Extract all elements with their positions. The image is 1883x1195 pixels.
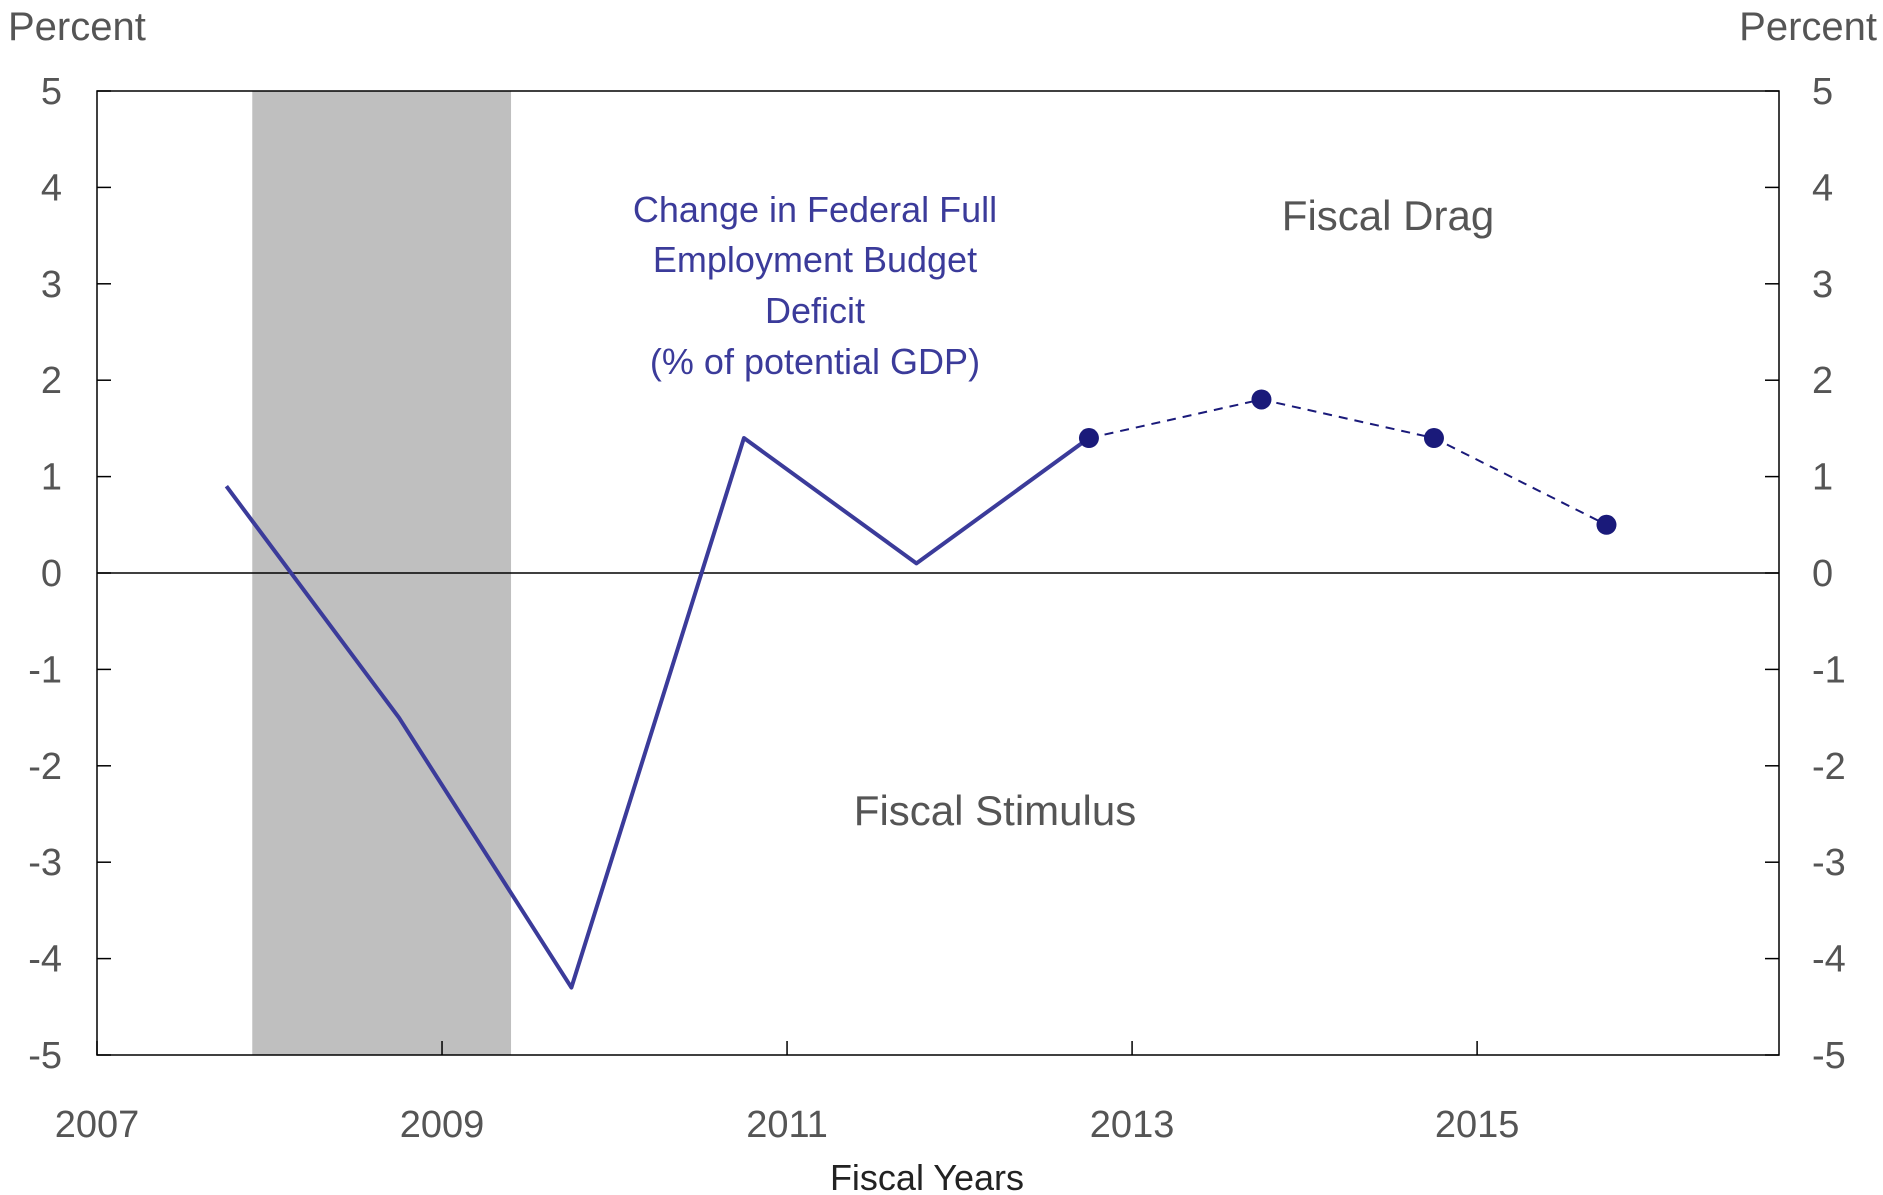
x-tick-label: 2009 <box>400 1104 485 1146</box>
y-tick-label-left: 3 <box>41 264 62 306</box>
y-tick-label-right: -3 <box>1812 842 1846 884</box>
projection-point <box>1423 428 1444 449</box>
left-axis-unit: Percent <box>8 5 146 49</box>
projection-series-line <box>1088 398 1607 526</box>
y-tick-label-right: 4 <box>1812 167 1833 209</box>
y-tick-label-right: -2 <box>1812 746 1846 788</box>
actual-series-line <box>224 436 1091 990</box>
series-label-line-3: Deficit <box>765 290 865 331</box>
x-axis-label: Fiscal Years <box>830 1157 1024 1195</box>
y-tick-label-left: -5 <box>28 1035 62 1077</box>
y-tick-label-left: 1 <box>41 457 62 499</box>
x-tick-label: 2015 <box>1435 1104 1520 1146</box>
projection-point <box>1596 514 1617 535</box>
fiscal-stimulus-label: Fiscal Stimulus <box>854 787 1136 834</box>
projection-point <box>1251 389 1272 410</box>
y-tick-label-left: 5 <box>41 71 62 113</box>
x-tick-label: 2011 <box>746 1104 828 1146</box>
fiscal-drag-label: Fiscal Drag <box>1282 192 1494 239</box>
y-tick-label-right: 2 <box>1812 360 1833 402</box>
y-tick-label-left: 0 <box>41 553 62 595</box>
y-tick-label-left: 4 <box>41 167 62 209</box>
y-tick-label-right: -5 <box>1812 1035 1846 1077</box>
series-label-line-1: Change in Federal Full <box>633 189 997 230</box>
y-tick-label-left: -1 <box>28 649 62 691</box>
y-tick-label-right: 0 <box>1812 553 1833 595</box>
y-tick-label-left: -3 <box>28 842 62 884</box>
y-tick-label-left: -2 <box>28 746 62 788</box>
y-tick-label-right: -1 <box>1812 649 1846 691</box>
y-tick-label-right: 5 <box>1812 71 1833 113</box>
y-tick-label-right: -4 <box>1812 939 1846 981</box>
series-label: Change in Federal Full Employment Budget… <box>633 189 997 382</box>
right-axis-unit: Percent <box>1739 5 1877 49</box>
x-tick-label: 2007 <box>55 1104 140 1146</box>
y-tick-label-left: 2 <box>41 360 62 402</box>
projection-point <box>1078 428 1099 449</box>
y-tick-label-right: 1 <box>1812 457 1833 499</box>
y-tick-label-right: 3 <box>1812 264 1833 306</box>
series-label-line-2: Employment Budget <box>653 239 977 280</box>
series-label-line-4: (% of potential GDP) <box>650 341 980 382</box>
y-tick-label-left: -4 <box>28 939 62 981</box>
x-tick-label: 2013 <box>1090 1104 1175 1146</box>
